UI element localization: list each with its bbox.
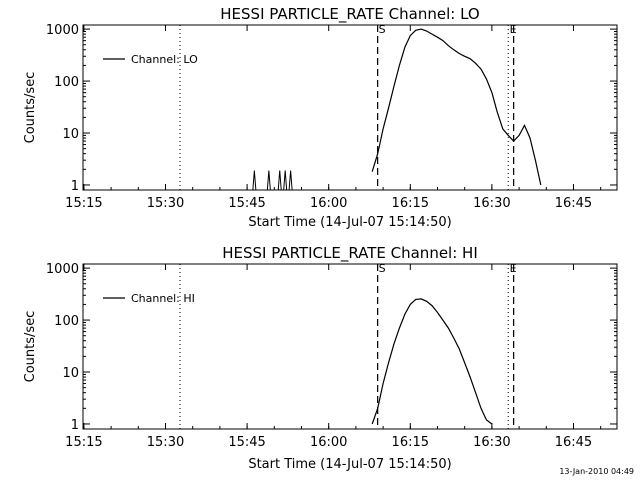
x-tick-label: 16:30 bbox=[473, 196, 510, 211]
x-tick-label: 15:30 bbox=[147, 435, 184, 450]
x-axis-label: Start Time (14-Jul-07 15:14:50) bbox=[248, 215, 451, 230]
y-tick-label: 1 bbox=[71, 179, 79, 194]
y-tick-label: 1 bbox=[71, 418, 79, 433]
count-spike bbox=[253, 170, 256, 190]
hessi-chart-canvas: HESSI PARTICLE_RATE Channel: LO 15:15 15:3… bbox=[0, 0, 640, 480]
start-marker-label: S bbox=[379, 262, 386, 275]
x-tick-label: 15:30 bbox=[147, 196, 184, 211]
series-line bbox=[372, 299, 492, 424]
y-tick-label: 1000 bbox=[46, 262, 79, 277]
count-spike bbox=[278, 170, 281, 190]
x-tick-label: 16:45 bbox=[555, 435, 592, 450]
x-tick-label: 16:30 bbox=[473, 435, 510, 450]
count-spike bbox=[284, 170, 287, 190]
y-tick-label: 100 bbox=[54, 75, 79, 90]
x-tick-label: 16:15 bbox=[392, 196, 429, 211]
count-spike bbox=[289, 170, 292, 190]
y-tick-label: 10 bbox=[62, 366, 79, 381]
chart-title: HESSI PARTICLE_RATE Channel: HI bbox=[222, 244, 478, 263]
x-tick-label: 15:45 bbox=[228, 435, 265, 450]
start-marker-label: S bbox=[379, 23, 386, 36]
y-tick-label: 1000 bbox=[46, 23, 79, 38]
series-line bbox=[372, 29, 541, 185]
legend-label: Channel: LO bbox=[131, 53, 198, 66]
x-tick-label: 15:45 bbox=[228, 196, 265, 211]
x-tick-label: 15:15 bbox=[65, 196, 102, 211]
x-tick-label: 16:15 bbox=[392, 435, 429, 450]
y-tick-label: 10 bbox=[62, 127, 79, 142]
x-tick-label: 16:00 bbox=[310, 435, 347, 450]
x-tick-label: 16:00 bbox=[310, 196, 347, 211]
y-tick-label: 100 bbox=[54, 314, 79, 329]
end-marker-label: E bbox=[510, 262, 517, 275]
x-tick-label: 16:45 bbox=[555, 196, 592, 211]
plot-frame bbox=[83, 264, 617, 429]
chart-title: HESSI PARTICLE_RATE Channel: LO bbox=[220, 5, 479, 24]
x-axis-label: Start Time (14-Jul-07 15:14:50) bbox=[248, 457, 451, 472]
legend-label: Channel: HI bbox=[131, 292, 195, 305]
count-spike bbox=[267, 170, 270, 190]
x-tick-label: 15:15 bbox=[65, 435, 102, 450]
plot-timestamp: 13-Jan-2010 04:49 bbox=[559, 467, 634, 476]
end-marker-label: E bbox=[510, 23, 517, 36]
y-axis-label: Counts/sec bbox=[23, 311, 38, 383]
y-axis-label: Counts/sec bbox=[23, 72, 38, 144]
